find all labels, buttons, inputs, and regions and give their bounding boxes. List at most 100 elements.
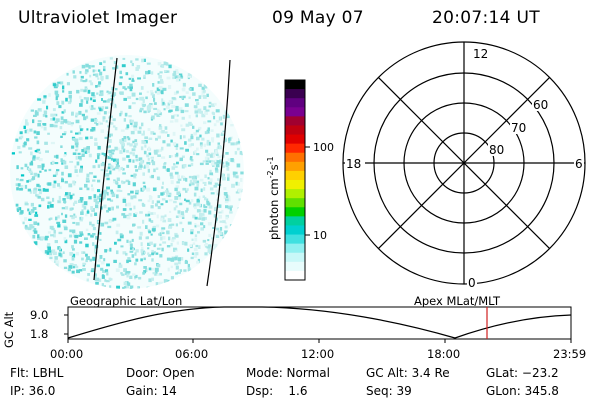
emission-speckle <box>106 192 109 196</box>
emission-speckle <box>89 258 92 262</box>
emission-speckle <box>151 200 154 204</box>
emission-speckle <box>183 135 186 139</box>
emission-speckle <box>177 257 181 261</box>
emission-speckle <box>137 226 142 229</box>
emission-speckle <box>192 242 196 245</box>
emission-speckle <box>158 75 162 79</box>
emission-speckle <box>63 259 67 263</box>
x-tick-label-2: 12:00 <box>301 347 335 361</box>
emission-speckle <box>19 187 23 191</box>
emission-speckle <box>102 119 105 122</box>
emission-speckle <box>133 142 138 146</box>
emission-speckle <box>198 195 201 200</box>
emission-speckle <box>174 234 179 238</box>
emission-speckle <box>151 159 154 163</box>
emission-speckle <box>193 105 198 109</box>
emission-speckle <box>68 94 72 99</box>
emission-speckle <box>170 276 174 280</box>
emission-speckle <box>62 133 66 136</box>
emission-speckle <box>203 84 207 88</box>
emission-speckle <box>97 220 101 223</box>
emission-speckle <box>55 216 58 221</box>
colorbar <box>285 80 305 281</box>
emission-speckle <box>161 64 165 68</box>
emission-speckle <box>211 137 215 141</box>
emission-speckle <box>222 173 225 177</box>
emission-speckle <box>63 131 67 135</box>
time-label: 20:07:14 UT <box>432 8 540 28</box>
emission-speckle <box>119 91 124 95</box>
emission-speckle <box>177 174 180 179</box>
emission-speckle <box>87 89 91 94</box>
emission-speckle <box>237 188 242 193</box>
emission-speckle <box>114 161 117 165</box>
emission-speckle <box>73 264 77 268</box>
emission-speckle <box>156 247 161 250</box>
emission-speckle <box>99 255 103 259</box>
emission-speckle <box>129 288 133 289</box>
emission-speckle <box>78 199 81 203</box>
emission-speckle <box>113 61 117 65</box>
emission-speckle <box>187 263 190 268</box>
emission-speckle <box>194 106 197 111</box>
emission-speckle <box>175 272 178 275</box>
emission-speckle <box>213 123 217 127</box>
emission-speckle <box>79 231 83 234</box>
emission-speckle <box>135 258 139 262</box>
emission-speckle <box>121 146 125 150</box>
emission-speckle <box>190 162 194 167</box>
emission-speckle <box>36 140 40 145</box>
emission-speckle <box>173 200 177 204</box>
emission-speckle <box>137 77 141 80</box>
emission-speckle <box>226 113 230 117</box>
emission-speckle <box>189 87 194 91</box>
emission-speckle <box>69 234 73 238</box>
emission-speckle <box>59 126 63 130</box>
emission-speckle <box>135 189 140 193</box>
emission-speckle <box>76 174 79 177</box>
emission-speckle <box>156 87 161 92</box>
emission-speckle <box>223 195 226 200</box>
emission-speckle <box>131 74 135 79</box>
emission-speckle <box>188 88 192 91</box>
emission-speckle <box>148 230 152 234</box>
emission-speckle <box>80 75 84 79</box>
emission-speckle <box>134 252 137 256</box>
emission-speckle <box>141 246 144 251</box>
emission-speckle <box>115 230 119 235</box>
emission-speckle <box>162 166 166 169</box>
emission-speckle <box>111 86 115 91</box>
emission-speckle <box>104 249 108 253</box>
emission-speckle <box>208 181 212 185</box>
emission-speckle <box>107 156 111 160</box>
colorbar-segment <box>285 243 305 254</box>
emission-speckle <box>126 149 129 153</box>
emission-speckle <box>230 142 235 146</box>
emission-speckle <box>224 222 227 225</box>
emission-speckle <box>143 257 146 261</box>
emission-speckle <box>33 241 37 245</box>
emission-speckle <box>20 135 24 139</box>
emission-speckle <box>51 227 55 231</box>
emission-speckle <box>116 205 119 209</box>
colorbar-segment <box>285 152 305 163</box>
emission-speckle <box>87 273 90 276</box>
emission-speckle <box>44 141 48 145</box>
emission-speckle <box>18 151 22 154</box>
emission-speckle <box>182 187 187 191</box>
emission-speckle <box>83 97 87 100</box>
emission-speckle <box>112 67 115 70</box>
emission-speckle <box>154 152 158 155</box>
emission-speckle <box>143 110 147 114</box>
emission-speckle <box>165 169 168 171</box>
emission-speckle <box>120 167 123 170</box>
emission-speckle <box>234 151 238 155</box>
emission-speckle <box>73 239 78 244</box>
emission-speckle <box>128 77 132 80</box>
emission-speckle <box>115 161 119 165</box>
emission-speckle <box>79 187 83 190</box>
emission-speckle <box>101 106 105 109</box>
emission-speckle <box>107 133 111 138</box>
emission-speckle <box>138 199 143 202</box>
colorbar-tick-10-label: 10 <box>313 229 327 242</box>
